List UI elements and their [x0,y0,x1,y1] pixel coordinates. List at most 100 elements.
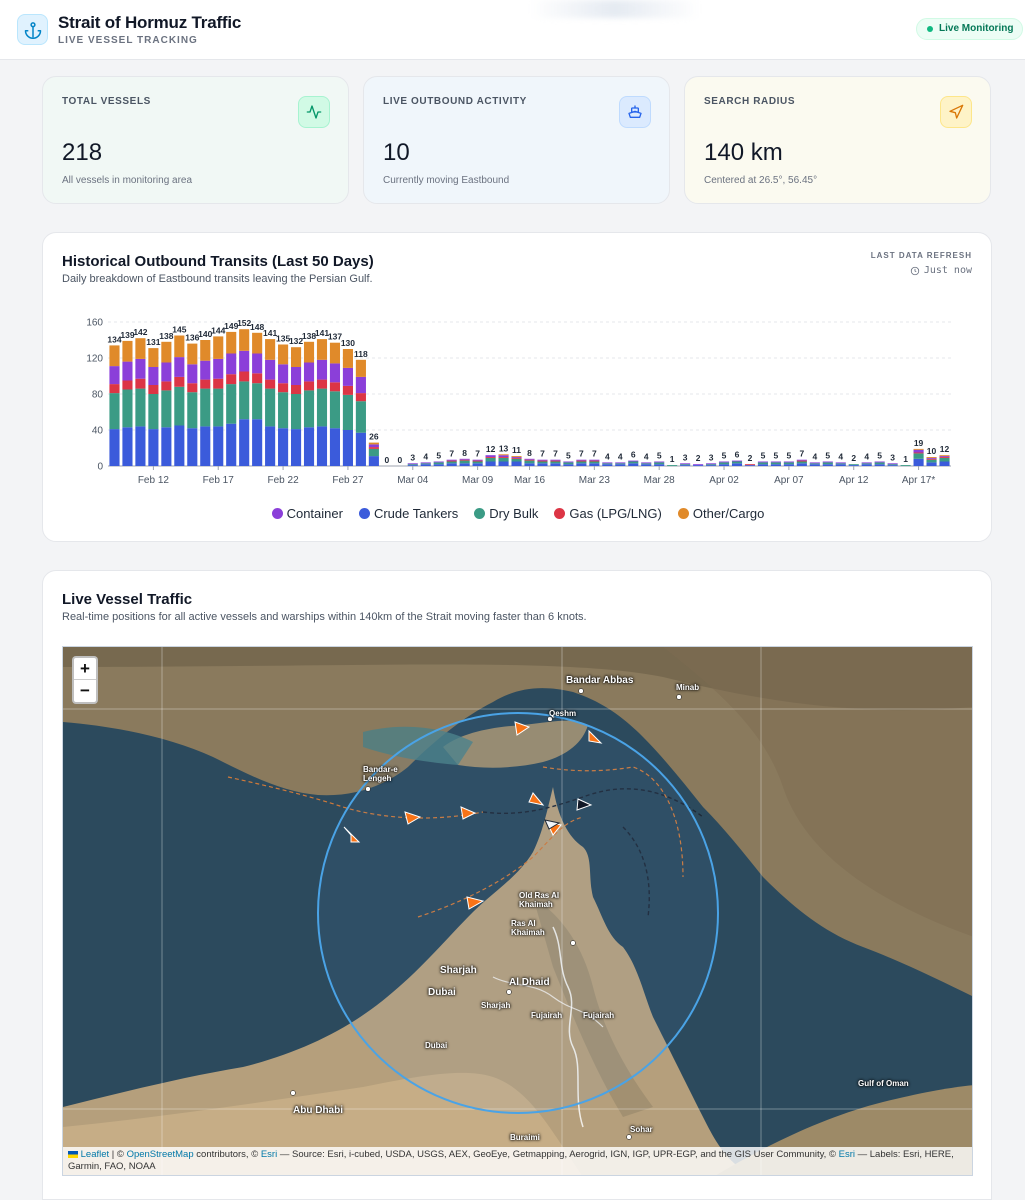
bar-segment[interactable] [226,384,237,424]
bar-segment[interactable] [278,392,289,429]
bar-segment[interactable] [926,458,937,460]
bar-segment[interactable] [135,426,146,466]
bar-segment[interactable] [187,383,198,393]
legend-item[interactable]: Dry Bulk [474,506,538,521]
bar-segment[interactable] [200,340,211,361]
bar-segment[interactable] [472,460,483,462]
bar-segment[interactable] [122,389,133,428]
bar-segment[interactable] [757,461,769,463]
bar-segment[interactable] [135,378,146,389]
bar-segment[interactable] [252,373,263,384]
bar-segment[interactable] [278,383,289,393]
bar-segment[interactable] [706,465,717,466]
bar-segment[interactable] [148,429,159,466]
bar-segment[interactable] [835,463,846,465]
bar-segment[interactable] [407,465,418,466]
bar-segment[interactable] [744,464,756,466]
bar-segment[interactable] [511,457,522,459]
bar-segment[interactable] [563,464,574,466]
bar-segment[interactable] [213,378,224,389]
bar-segment[interactable] [576,461,587,464]
bar-segment[interactable] [680,464,691,466]
bar-segment[interactable] [174,376,185,387]
bar-segment[interactable] [939,457,950,462]
legend-item[interactable]: Crude Tankers [358,506,458,521]
bar-segment[interactable] [226,353,237,375]
bar-segment[interactable] [174,425,185,467]
bar-segment[interactable] [303,341,315,363]
bar-segment[interactable] [576,459,587,461]
bar-segment[interactable] [342,367,353,386]
bar-segment[interactable] [680,463,691,465]
bar-segment[interactable] [615,464,626,466]
bar-segment[interactable] [796,460,807,462]
bar-segment[interactable] [161,381,172,391]
bar-segment[interactable] [316,339,328,360]
bar-segment[interactable] [368,444,379,448]
bar-segment[interactable] [900,465,911,466]
bar-segment[interactable] [511,458,522,462]
bar-segment[interactable] [887,465,898,466]
bar-segment[interactable] [809,463,820,465]
bar-segment[interactable] [459,460,470,464]
bar-segment[interactable] [731,461,743,464]
bar-segment[interactable] [303,362,315,382]
bar-segment[interactable] [472,463,483,466]
bar-segment[interactable] [109,429,120,466]
bar-segment[interactable] [187,364,198,384]
bar-segment[interactable] [615,463,626,465]
bar-segment[interactable] [200,426,211,466]
bar-segment[interactable] [757,464,769,466]
bar-segment[interactable] [109,345,120,367]
bar-segment[interactable] [161,390,172,428]
bar-segment[interactable] [355,393,366,402]
bar-segment[interactable] [109,384,120,394]
bar-segment[interactable] [433,462,444,465]
bar-segment[interactable] [148,394,159,430]
bar-segment[interactable] [913,448,924,450]
vessel-map[interactable]: + − Bandar Abbas Minab Qeshm Bandar-e Le… [62,646,973,1176]
bar-segment[interactable] [511,456,522,457]
bar-segment[interactable] [290,385,302,394]
bar-segment[interactable] [239,419,250,466]
bar-segment[interactable] [550,459,561,461]
bar-segment[interactable] [265,388,276,427]
bar-segment[interactable] [368,456,379,466]
bar-segment[interactable] [316,388,328,427]
bar-segment[interactable] [913,452,924,454]
bar-segment[interactable] [524,463,535,466]
bar-segment[interactable] [576,463,587,466]
bar-segment[interactable] [874,461,885,463]
bar-segment[interactable] [252,383,263,420]
bar-segment[interactable] [641,464,652,466]
leaflet-link[interactable]: Leaflet [80,1149,110,1160]
bar-segment[interactable] [874,462,885,465]
bar-segment[interactable] [576,460,587,462]
bar-segment[interactable] [861,462,872,464]
bar-segment[interactable] [368,448,379,457]
bar-segment[interactable] [135,388,146,427]
bar-segment[interactable] [278,364,289,384]
bar-segment[interactable] [809,462,820,464]
bar-segment[interactable] [939,461,950,467]
bar-segment[interactable] [537,463,548,466]
bar-segment[interactable] [770,462,781,465]
bar-segment[interactable] [654,464,665,466]
bar-segment[interactable] [913,449,924,453]
bar-segment[interactable] [278,344,289,365]
bar-segment[interactable] [718,461,730,463]
bar-segment[interactable] [265,426,276,466]
bar-segment[interactable] [342,430,353,466]
bar-segment[interactable] [550,463,561,466]
bar-segment[interactable] [822,464,833,466]
bar-segment[interactable] [498,461,509,467]
bar-segment[interactable] [368,447,379,449]
bar-segment[interactable] [226,374,237,385]
bar-segment[interactable] [926,457,937,459]
bar-segment[interactable] [213,358,224,379]
bar-segment[interactable] [589,460,600,462]
bar-segment[interactable] [407,464,418,466]
bar-segment[interactable] [446,461,457,464]
bar-segment[interactable] [303,427,315,466]
bar-segment[interactable] [472,461,483,464]
